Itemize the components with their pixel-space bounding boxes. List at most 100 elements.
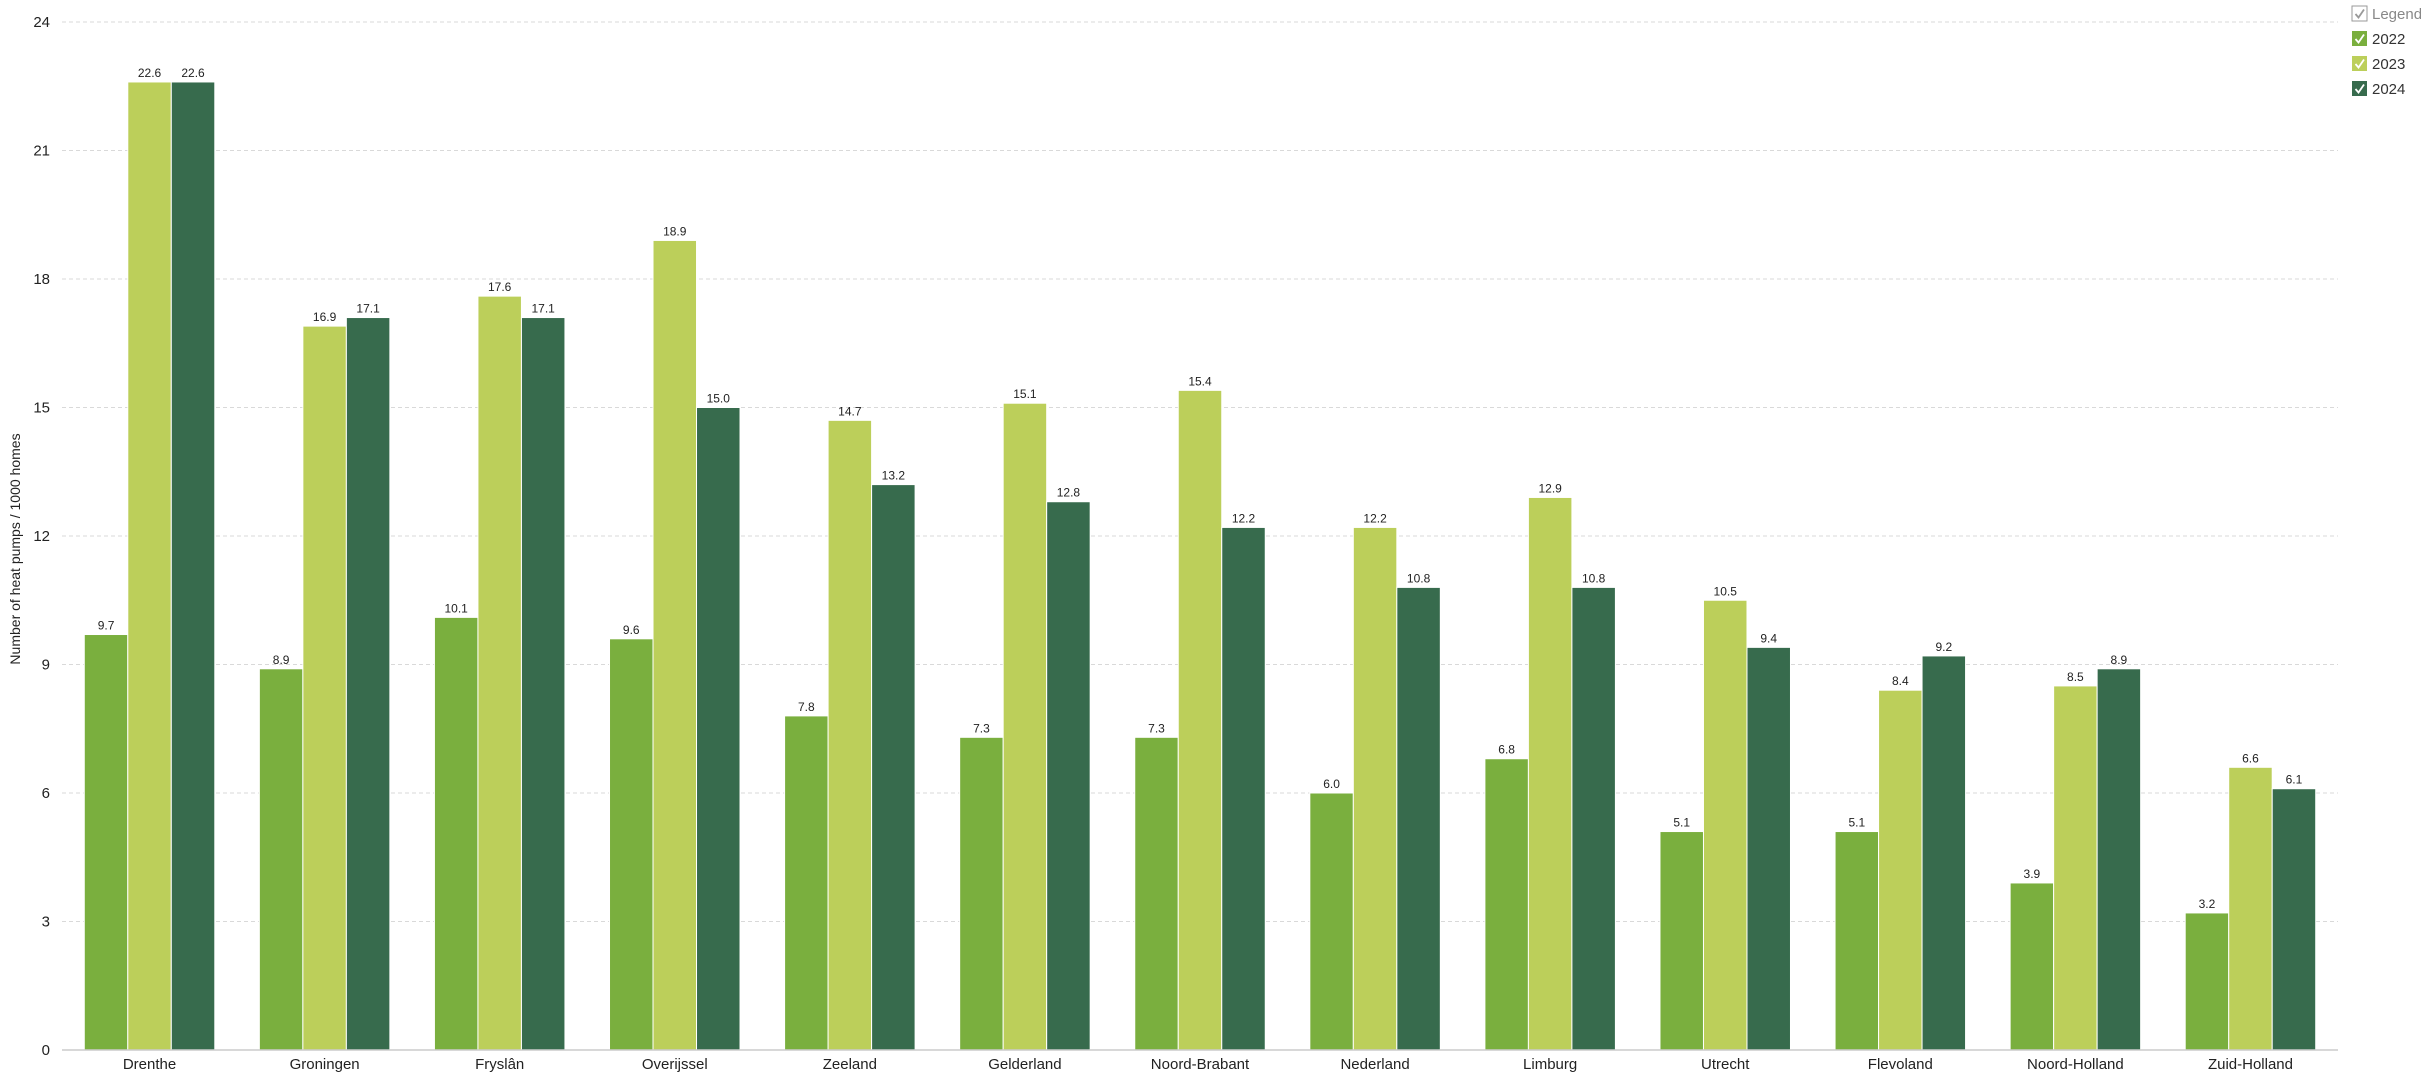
y-tick-label: 15 xyxy=(33,400,50,417)
data-label: 8.4 xyxy=(1892,674,1909,688)
bar-2022-nederland[interactable] xyxy=(1309,792,1354,1051)
y-axis-title: Number of heat pumps / 1000 homes xyxy=(7,433,23,664)
data-label: 5.1 xyxy=(1848,816,1865,830)
bar-2022-utrecht[interactable] xyxy=(1659,831,1704,1051)
bar-2024-noord-holland[interactable] xyxy=(2096,668,2142,1051)
legend-title: Legenda xyxy=(2372,6,2421,23)
x-category-label: Gelderland xyxy=(988,1056,1061,1073)
bar-2023-noord-holland[interactable] xyxy=(2053,685,2098,1051)
y-tick-label: 12 xyxy=(33,528,50,545)
data-label: 17.6 xyxy=(488,280,512,294)
bar-2024-flevoland[interactable] xyxy=(1921,655,1967,1051)
y-tick-label: 0 xyxy=(42,1042,50,1059)
y-tick-label: 21 xyxy=(33,143,50,160)
bar-2024-frysl-n[interactable] xyxy=(520,317,566,1051)
bar-2023-overijssel[interactable] xyxy=(652,239,698,1051)
y-tick-label: 9 xyxy=(42,657,50,674)
data-label: 16.9 xyxy=(313,310,337,324)
y-tick-label: 24 xyxy=(33,14,50,31)
data-label: 3.9 xyxy=(2024,867,2041,881)
bar-2024-zuid-holland[interactable] xyxy=(2271,788,2317,1051)
bar-2024-noord-brabant[interactable] xyxy=(1221,526,1266,1051)
bar-2022-noord-holland[interactable] xyxy=(2009,882,2055,1051)
bar-2023-frysl-n[interactable] xyxy=(477,295,522,1051)
legend-swatch xyxy=(2352,56,2367,71)
data-label: 10.8 xyxy=(1582,571,1606,585)
legend-label: 2022 xyxy=(2372,31,2405,48)
data-label: 22.6 xyxy=(181,66,205,80)
x-category-label: Limburg xyxy=(1523,1056,1577,1073)
bar-2024-limburg[interactable] xyxy=(1571,586,1616,1051)
bar-2023-utrecht[interactable] xyxy=(1702,599,1748,1051)
data-label: 5.1 xyxy=(1673,816,1690,830)
y-tick-label: 18 xyxy=(33,271,50,288)
bar-2023-groningen[interactable] xyxy=(302,325,347,1051)
checkbox-icon xyxy=(2351,5,2368,22)
bar-2022-zuid-holland[interactable] xyxy=(2184,912,2230,1051)
data-label: 8.9 xyxy=(2111,653,2128,667)
data-label: 12.2 xyxy=(1363,511,1387,525)
data-labels-layer: 9.7 22.6 22.6 8.9 16.9 17.1 10.1 17.6 17.1 9.6 18.… xyxy=(98,66,2303,911)
data-label: 12.2 xyxy=(1232,511,1256,525)
data-label: 12.8 xyxy=(1057,486,1081,500)
y-axis: 0 3 6 9 12 15 18 21 24 xyxy=(33,14,50,1059)
data-label: 9.6 xyxy=(623,623,640,637)
data-label: 8.5 xyxy=(2067,670,2084,684)
legend-item-2024[interactable]: 2024 xyxy=(2352,81,2405,98)
legend-item-2023[interactable]: 2023 xyxy=(2352,56,2405,73)
x-category-label: Fryslân xyxy=(475,1056,524,1073)
x-category-label: Zeeland xyxy=(823,1056,877,1073)
legend: Legenda 2022 2023 2024 xyxy=(2351,5,2421,98)
bar-2023-zuid-holland[interactable] xyxy=(2228,766,2273,1051)
data-label: 10.8 xyxy=(1407,571,1431,585)
data-label: 6.8 xyxy=(1498,743,1515,757)
data-label: 13.2 xyxy=(882,469,906,483)
bar-2023-gelderland[interactable] xyxy=(1002,402,1048,1051)
data-label: 9.7 xyxy=(98,619,115,633)
legend-swatch xyxy=(2352,31,2367,46)
bar-2023-nederland[interactable] xyxy=(1352,526,1398,1051)
bar-2022-gelderland[interactable] xyxy=(959,736,1004,1051)
checkmark-icon xyxy=(2354,83,2365,94)
x-category-label: Groningen xyxy=(290,1056,360,1073)
data-label: 6.0 xyxy=(1323,777,1340,791)
bar-2023-noord-brabant[interactable] xyxy=(1177,389,1223,1051)
bar-2024-overijssel[interactable] xyxy=(696,407,741,1051)
bar-2022-noord-brabant[interactable] xyxy=(1134,736,1179,1051)
bar-2022-limburg[interactable] xyxy=(1484,758,1529,1051)
bar-2022-overijssel[interactable] xyxy=(609,638,654,1051)
bar-2024-gelderland[interactable] xyxy=(1046,501,1091,1051)
data-label: 6.6 xyxy=(2242,751,2259,765)
bar-2022-zeeland[interactable] xyxy=(784,715,829,1051)
x-category-label: Overijssel xyxy=(642,1056,708,1073)
bar-2022-flevoland[interactable] xyxy=(1834,831,1880,1051)
bar-2022-drenthe[interactable] xyxy=(83,634,129,1051)
data-label: 8.9 xyxy=(273,653,290,667)
checkmark-icon xyxy=(2354,8,2365,19)
legend-toggle-all[interactable]: Legenda xyxy=(2351,5,2421,23)
data-label: 10.5 xyxy=(1714,584,1738,598)
bar-2024-utrecht[interactable] xyxy=(1746,646,1791,1051)
bars-layer xyxy=(83,81,2317,1051)
bar-2023-flevoland[interactable] xyxy=(1878,689,1923,1051)
bar-2023-limburg[interactable] xyxy=(1527,496,1573,1051)
x-category-label: Drenthe xyxy=(123,1056,176,1073)
bar-2024-groningen[interactable] xyxy=(345,317,391,1051)
bar-2022-groningen[interactable] xyxy=(258,668,304,1051)
x-category-label: Flevoland xyxy=(1868,1056,1933,1073)
data-label: 7.8 xyxy=(798,700,815,714)
bar-2024-zeeland[interactable] xyxy=(871,484,916,1051)
bar-2023-zeeland[interactable] xyxy=(827,419,873,1051)
y-tick-label: 3 xyxy=(42,914,50,931)
bar-2023-drenthe[interactable] xyxy=(127,81,172,1051)
data-label: 12.9 xyxy=(1538,481,1562,495)
bar-2024-drenthe[interactable] xyxy=(170,81,216,1051)
legend-item-2022[interactable]: 2022 xyxy=(2352,31,2405,48)
bar-2024-nederland[interactable] xyxy=(1396,586,1441,1051)
bar-2022-frysl-n[interactable] xyxy=(433,616,479,1051)
data-label: 17.1 xyxy=(356,302,380,316)
checkmark-icon xyxy=(2354,33,2365,44)
legend-label: 2023 xyxy=(2372,56,2405,73)
data-label: 18.9 xyxy=(663,224,687,238)
